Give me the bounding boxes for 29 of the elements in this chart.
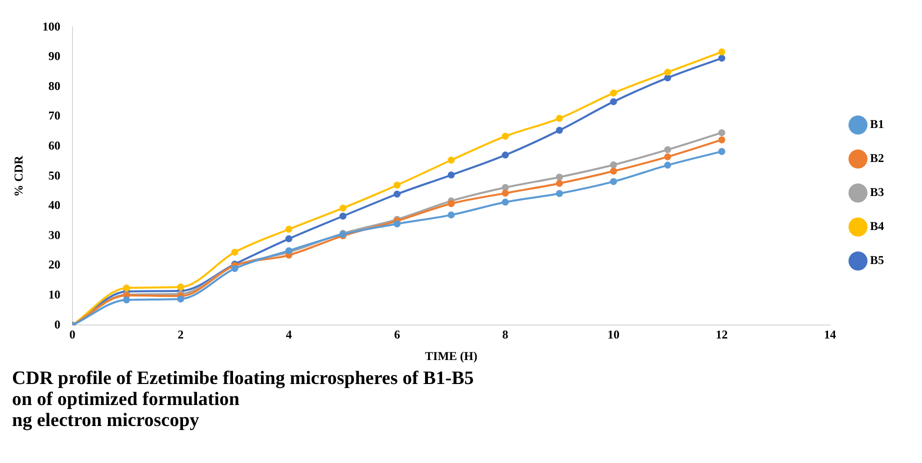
x-axis-title: TIME (H) bbox=[425, 348, 478, 363]
y-tick-label: 10 bbox=[48, 287, 60, 302]
x-tick-label: 4 bbox=[286, 327, 292, 342]
legend-label: B2 bbox=[870, 151, 884, 166]
y-tick-label: 0 bbox=[54, 317, 60, 332]
x-tick-label: 8 bbox=[502, 327, 508, 342]
x-tick-label: 6 bbox=[394, 327, 400, 342]
y-axis-title: % CDR bbox=[11, 155, 26, 197]
text: ng electron microscopy bbox=[12, 410, 200, 431]
y-tick-label: 40 bbox=[48, 198, 60, 212]
y-tick-label: 30 bbox=[48, 228, 60, 242]
x-tick-label: 10 bbox=[608, 327, 620, 342]
y-tick-label: 20 bbox=[48, 258, 60, 272]
y-tick-label: 100 bbox=[42, 19, 60, 34]
y-tick-label: 60 bbox=[48, 138, 60, 152]
y-tick-label: 70 bbox=[48, 108, 60, 123]
legend-label: B1 bbox=[870, 117, 884, 132]
x-tick-label: 0 bbox=[69, 327, 76, 342]
legend-label: B4 bbox=[870, 219, 884, 234]
x-tick-label: 2 bbox=[178, 327, 184, 342]
text: CDR profile of Ezetimibe floating microspheres of B1-B5 bbox=[12, 368, 475, 389]
y-tick-label: 90 bbox=[48, 49, 60, 64]
legend-label: B5 bbox=[870, 253, 884, 268]
y-tick-label: 50 bbox=[48, 168, 60, 182]
text: on of optimized formulation bbox=[12, 389, 240, 410]
x-tick-label: 12 bbox=[716, 327, 728, 342]
legend-label: B3 bbox=[870, 185, 884, 200]
x-tick-label: 14 bbox=[824, 327, 836, 342]
y-tick-label: 80 bbox=[48, 78, 60, 93]
